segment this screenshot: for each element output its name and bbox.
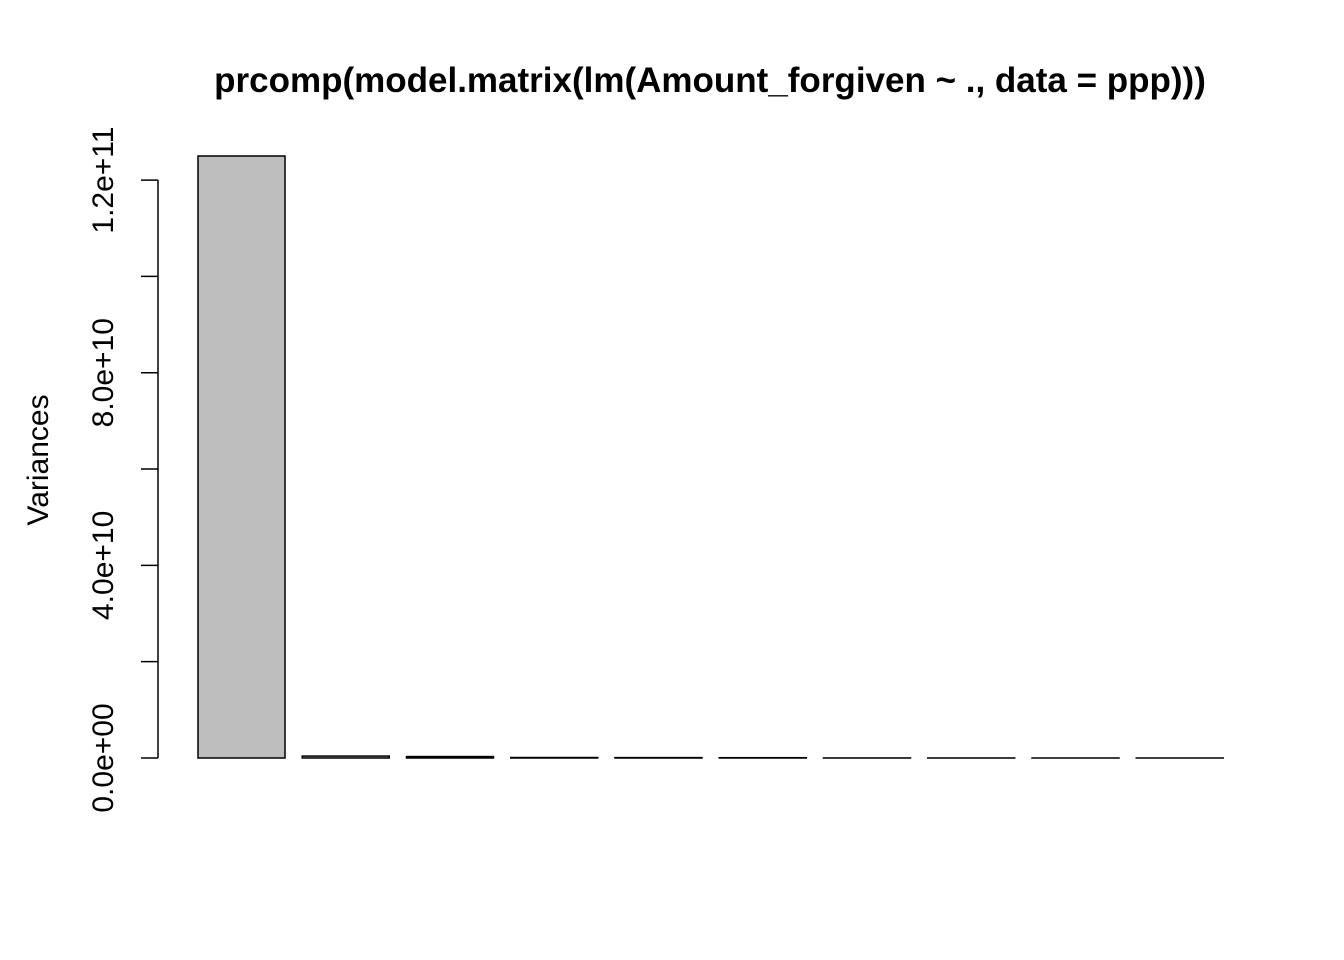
y-axis-label: Variances [22,394,55,525]
chart-title: prcomp(model.matrix(lm(Amount_forgiven ~… [214,61,1206,100]
y-tick-label: 8.0e+10 [87,318,120,427]
bars-group [197,155,1224,759]
bar-pc1 [197,155,286,759]
bar-pc3 [405,755,495,759]
bar-pc2 [301,755,390,759]
y-tick-label: 1.2e+11 [87,127,120,234]
y-tick-label: 4.0e+10 [87,511,120,620]
y-axis: 0.0e+00 4.0e+10 8.0e+10 1.2e+11 [87,127,159,813]
y-tick-label: 0.0e+00 [87,703,120,812]
